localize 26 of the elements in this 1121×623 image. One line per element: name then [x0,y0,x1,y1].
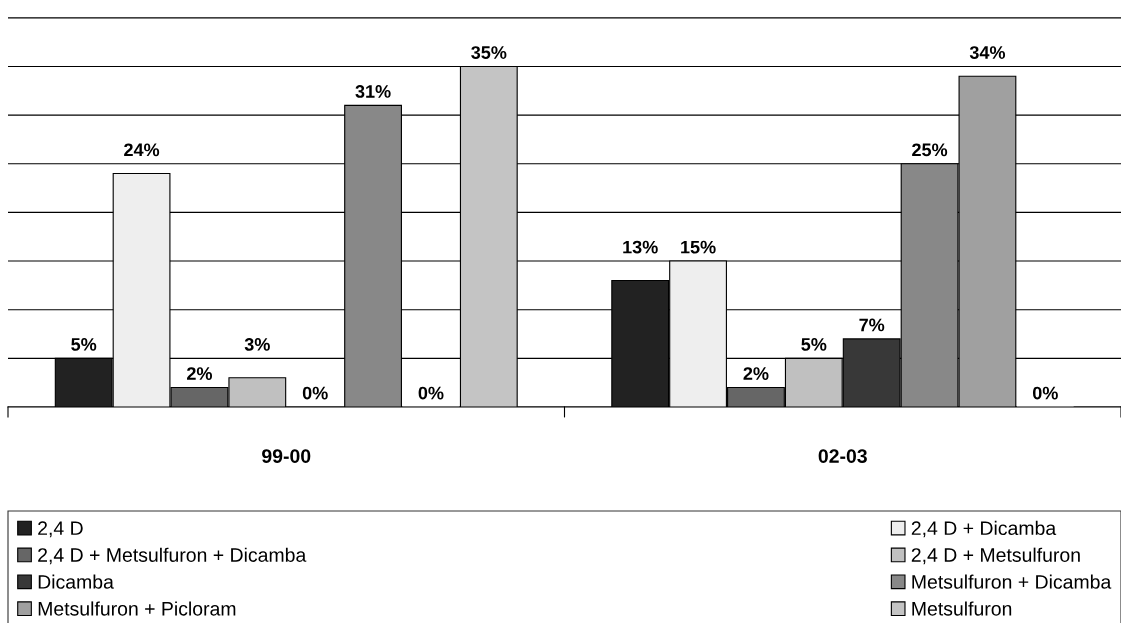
legend-label: Metsulfuron [912,601,1012,616]
data-label: 15% [681,240,716,254]
legend-label: Metsulfuron + Picloram [38,601,236,616]
data-label: 13% [623,240,658,254]
data-label: 34% [969,46,1006,59]
data-label: 31% [355,85,391,98]
data-label: 24% [124,143,160,157]
legend-label: 2,4 D [38,521,83,538]
legend-label: 2,4 D + Dicamba [911,520,1057,538]
legend-label: 2,4 D + Metsulfuron + Dicamba [38,547,307,565]
x-tick-label: 02-03 [818,449,867,463]
legend-label: 2,4 D + Metsulfuron [911,547,1080,565]
legend-label: Metsulfuron + Dicamba [912,574,1112,589]
data-label: 3% [244,338,270,351]
data-label: 5% [71,338,97,351]
data-label: 0% [302,386,328,400]
data-label: 0% [418,386,444,400]
data-label: 5% [801,338,827,351]
data-label: 25% [912,143,948,157]
data-label: 2% [187,367,213,380]
data-label: 0% [1032,386,1058,400]
legend-label: Dicamba [38,574,114,589]
x-tick-label: 99-00 [262,449,311,463]
data-label: 7% [859,318,885,332]
data-label: 35% [471,46,507,59]
data-label: 2% [743,367,769,380]
